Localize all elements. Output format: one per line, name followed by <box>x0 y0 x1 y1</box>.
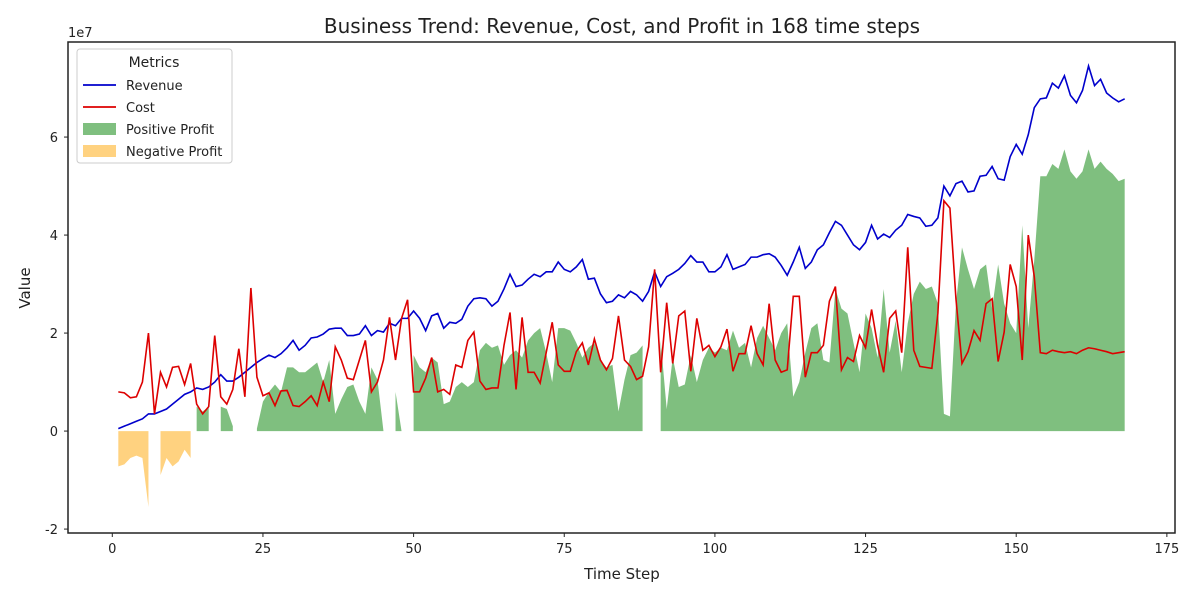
legend-label: Revenue <box>126 79 183 94</box>
plot-frame <box>67 41 1176 534</box>
profit-area <box>395 391 402 432</box>
y-tick-label: 0 <box>50 425 58 440</box>
y-axis-label: Value <box>16 267 34 308</box>
legend-label: Positive Profit <box>126 123 214 138</box>
legend-swatch <box>83 145 116 157</box>
y-tick-label: -2 <box>45 523 58 538</box>
y-tick-label: 4 <box>50 229 58 244</box>
legend-title: Metrics <box>129 55 180 71</box>
y-tick-label: 2 <box>50 327 58 342</box>
x-tick-label: 100 <box>702 542 727 557</box>
series-line <box>118 198 1125 416</box>
x-tick-label: 175 <box>1154 542 1179 557</box>
x-tick-label: 125 <box>853 542 878 557</box>
legend: Metrics Revenue Cost Positive Profit Negativ… <box>76 48 233 164</box>
profit-area <box>413 328 643 432</box>
x-tick-label: 150 <box>1004 542 1029 557</box>
legend-label: Cost <box>126 101 155 116</box>
x-tick-label: 50 <box>405 542 422 557</box>
profit-area <box>118 431 149 508</box>
legend-swatch <box>83 123 116 135</box>
x-tick-label: 75 <box>556 542 573 557</box>
y-tick-label: 6 <box>50 131 58 146</box>
profit-area <box>660 149 1125 432</box>
series-line <box>118 63 1126 430</box>
chart-title: Business Trend: Revenue, Cost, and Profi… <box>324 14 920 38</box>
x-axis-label: Time Step <box>583 565 660 583</box>
profit-area <box>196 406 209 432</box>
axis-offset-label: 1e7 <box>68 26 93 41</box>
legend-label: Negative Profit <box>126 145 222 160</box>
x-tick-label: 25 <box>255 542 272 557</box>
profit-area <box>220 406 233 432</box>
profit-area <box>160 431 191 476</box>
x-tick-label: 0 <box>108 542 116 557</box>
